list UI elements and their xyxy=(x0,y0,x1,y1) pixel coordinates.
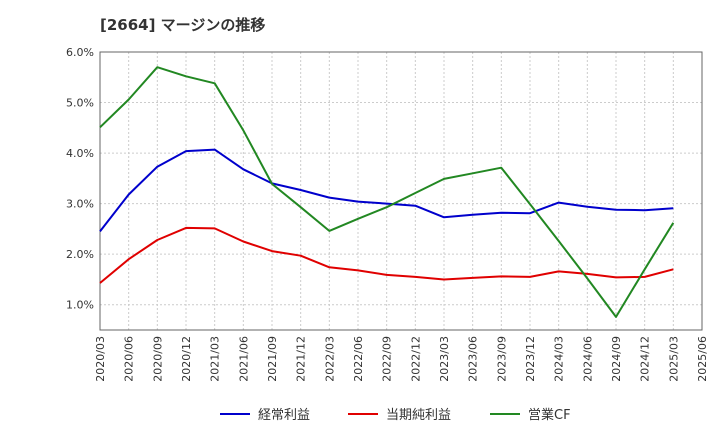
x-tick-label: 2021/06 xyxy=(237,336,250,382)
x-tick-label: 2020/09 xyxy=(151,336,164,382)
series-line-2 xyxy=(99,226,674,284)
y-tick-label: 6.0% xyxy=(66,46,94,59)
y-tick-label: 5.0% xyxy=(66,97,94,110)
x-tick-label: 2020/12 xyxy=(180,336,193,382)
x-tick-label: 2021/03 xyxy=(209,336,222,382)
x-tick-label: 2021/09 xyxy=(266,336,279,382)
x-tick-label: 2025/06 xyxy=(696,336,709,382)
series-line-3 xyxy=(99,66,675,318)
y-tick-label: 3.0% xyxy=(66,198,94,211)
y-tick-label: 1.0% xyxy=(66,299,94,312)
x-tick-label: 2024/06 xyxy=(581,336,594,382)
x-tick-label: 2023/12 xyxy=(524,336,537,382)
y-tick-label: 2.0% xyxy=(66,248,94,261)
x-tick-label: 2022/06 xyxy=(352,336,365,382)
x-tick-label: 2022/12 xyxy=(409,336,422,382)
plot-border xyxy=(99,51,703,331)
legend-label-3: 営業CF xyxy=(528,407,571,423)
y-tick-label: 4.0% xyxy=(66,147,94,160)
x-tick-label: 2020/06 xyxy=(123,336,136,382)
series-line-1 xyxy=(99,148,674,233)
x-tick-label: 2024/09 xyxy=(610,336,623,382)
x-tick-label: 2024/03 xyxy=(553,336,566,382)
chart-title: [2664] マージンの推移 xyxy=(100,16,266,34)
x-tick-label: 2021/12 xyxy=(295,336,308,382)
x-tick-label: 2022/09 xyxy=(381,336,394,382)
x-tick-label: 2025/03 xyxy=(667,336,680,382)
legend-label-1: 経常利益 xyxy=(258,408,310,423)
x-tick-label: 2022/03 xyxy=(323,336,336,382)
x-tick-label: 2023/03 xyxy=(438,336,451,382)
plot-area xyxy=(100,52,702,330)
x-tick-label: 2020/03 xyxy=(94,336,107,382)
x-tick-label: 2024/12 xyxy=(639,336,652,382)
x-tick-label: 2023/09 xyxy=(495,336,508,382)
x-tick-label: 2023/06 xyxy=(467,336,480,382)
legend-label-2: 当期純利益 xyxy=(386,408,451,423)
